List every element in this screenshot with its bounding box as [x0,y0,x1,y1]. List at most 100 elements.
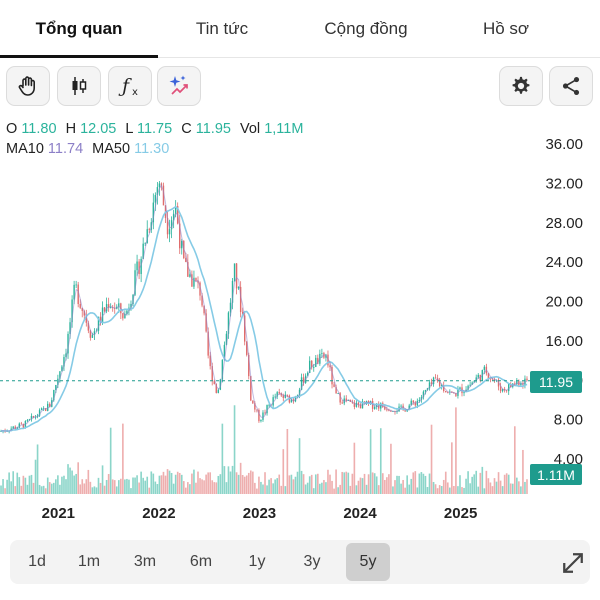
volume-bar [89,481,92,494]
candle-body [243,315,246,342]
range-5y[interactable]: 5y [346,543,390,581]
tab-overview[interactable]: Tổng quan [35,19,123,38]
candle-body [272,397,274,406]
range-1d[interactable]: 1d [28,553,46,570]
volume-bar [296,471,299,494]
candle-body [526,378,528,381]
volume-bar [442,479,445,494]
range-3m[interactable]: 3m [133,553,157,570]
candle-body [438,381,441,386]
volume-tag: 1.11M [530,464,582,485]
volume-bar [444,471,447,494]
volume-bar [396,475,398,494]
candle-body [465,389,467,392]
candle-body [507,383,510,392]
candle-body [209,355,211,367]
candlestick-icon [72,77,87,95]
volume-bar [256,488,258,494]
candle-body [235,263,238,289]
tab-community[interactable]: Cộng đồng [324,19,408,38]
volume-bar [477,486,480,494]
volume-bar [260,481,262,494]
volume-bar [160,475,163,494]
volume-bar [323,479,325,494]
candle-body [357,402,360,405]
close-label: C [181,121,192,137]
tab-news[interactable]: Tin tức [195,19,249,38]
candle-body [359,404,362,409]
range-6m[interactable]: 6m [189,553,213,570]
volume-bar [182,481,185,494]
candle-body [333,384,335,387]
volume-bar [59,484,61,494]
candle-body [140,258,142,275]
volume-bar [507,474,510,494]
share-button[interactable] [549,66,593,106]
volume-bar [148,487,151,494]
candle-body [215,383,217,393]
volume-bars [0,405,528,494]
high-value: 12.05 [80,121,117,137]
candle-body [207,331,209,356]
candle-body [99,316,102,323]
volume-bar [231,465,234,494]
candle-body [229,302,232,313]
volume-bar [233,405,236,494]
volume-bar [128,479,130,494]
candle-body [225,333,228,345]
candle-body [193,277,195,287]
tab-profile[interactable]: Hồ sơ [482,19,530,38]
range-3y[interactable]: 3y [303,553,321,570]
volume-bar [404,487,406,494]
candle-body [341,402,343,404]
volume-bar [93,486,96,494]
volume-bar [172,483,175,494]
candle-body [445,390,447,393]
chart-type-button[interactable] [57,66,101,106]
expand-icon[interactable] [558,548,588,578]
y-tick-label: 8.00 [554,412,583,429]
volume-bar [410,478,413,494]
candle-body [16,427,18,429]
volume-bar [34,459,37,494]
candle-body [32,415,35,418]
volume-bar [132,477,134,494]
candle-body [280,393,282,396]
candle-body [424,389,427,392]
candle-body [211,366,213,382]
candle-body [380,403,382,409]
volume-bar [193,469,195,494]
volume-bar [69,467,71,494]
volume-bar [412,472,415,494]
volume-value: 1,11M [264,121,304,137]
volume-bar [438,485,441,494]
volume-bar [282,449,285,494]
volume-bar [432,481,435,494]
volume-bar [134,477,136,494]
candle-body [373,407,376,409]
price-chart[interactable]: 36.0032.0028.0024.0020.0016.0012.008.004… [0,130,600,530]
x-tick-label: 2023 [243,505,276,522]
range-1y[interactable]: 1y [248,553,266,570]
candle-body [156,187,159,196]
volume-bar [227,466,230,494]
range-1m[interactable]: 1m [77,553,101,570]
ma10-label: MA10 [6,141,44,157]
hand-tool-button[interactable] [6,66,50,106]
candle-body [434,377,437,379]
volume-bar [499,480,502,494]
indicators-button[interactable]: ƒ x [108,66,152,106]
settings-button[interactable] [499,66,543,106]
volume-bar [373,473,376,494]
candle-body [400,405,402,407]
volume-bar [225,482,228,494]
ai-analysis-button[interactable] [157,66,201,106]
volume-bar [97,477,100,494]
volume-bar [428,473,431,494]
y-tick-label: 32.00 [545,175,583,192]
volume-bar [276,478,279,494]
candle-body [233,263,236,282]
candle-body [252,400,254,404]
volume-bar [272,483,274,494]
volume-bar [30,474,33,494]
